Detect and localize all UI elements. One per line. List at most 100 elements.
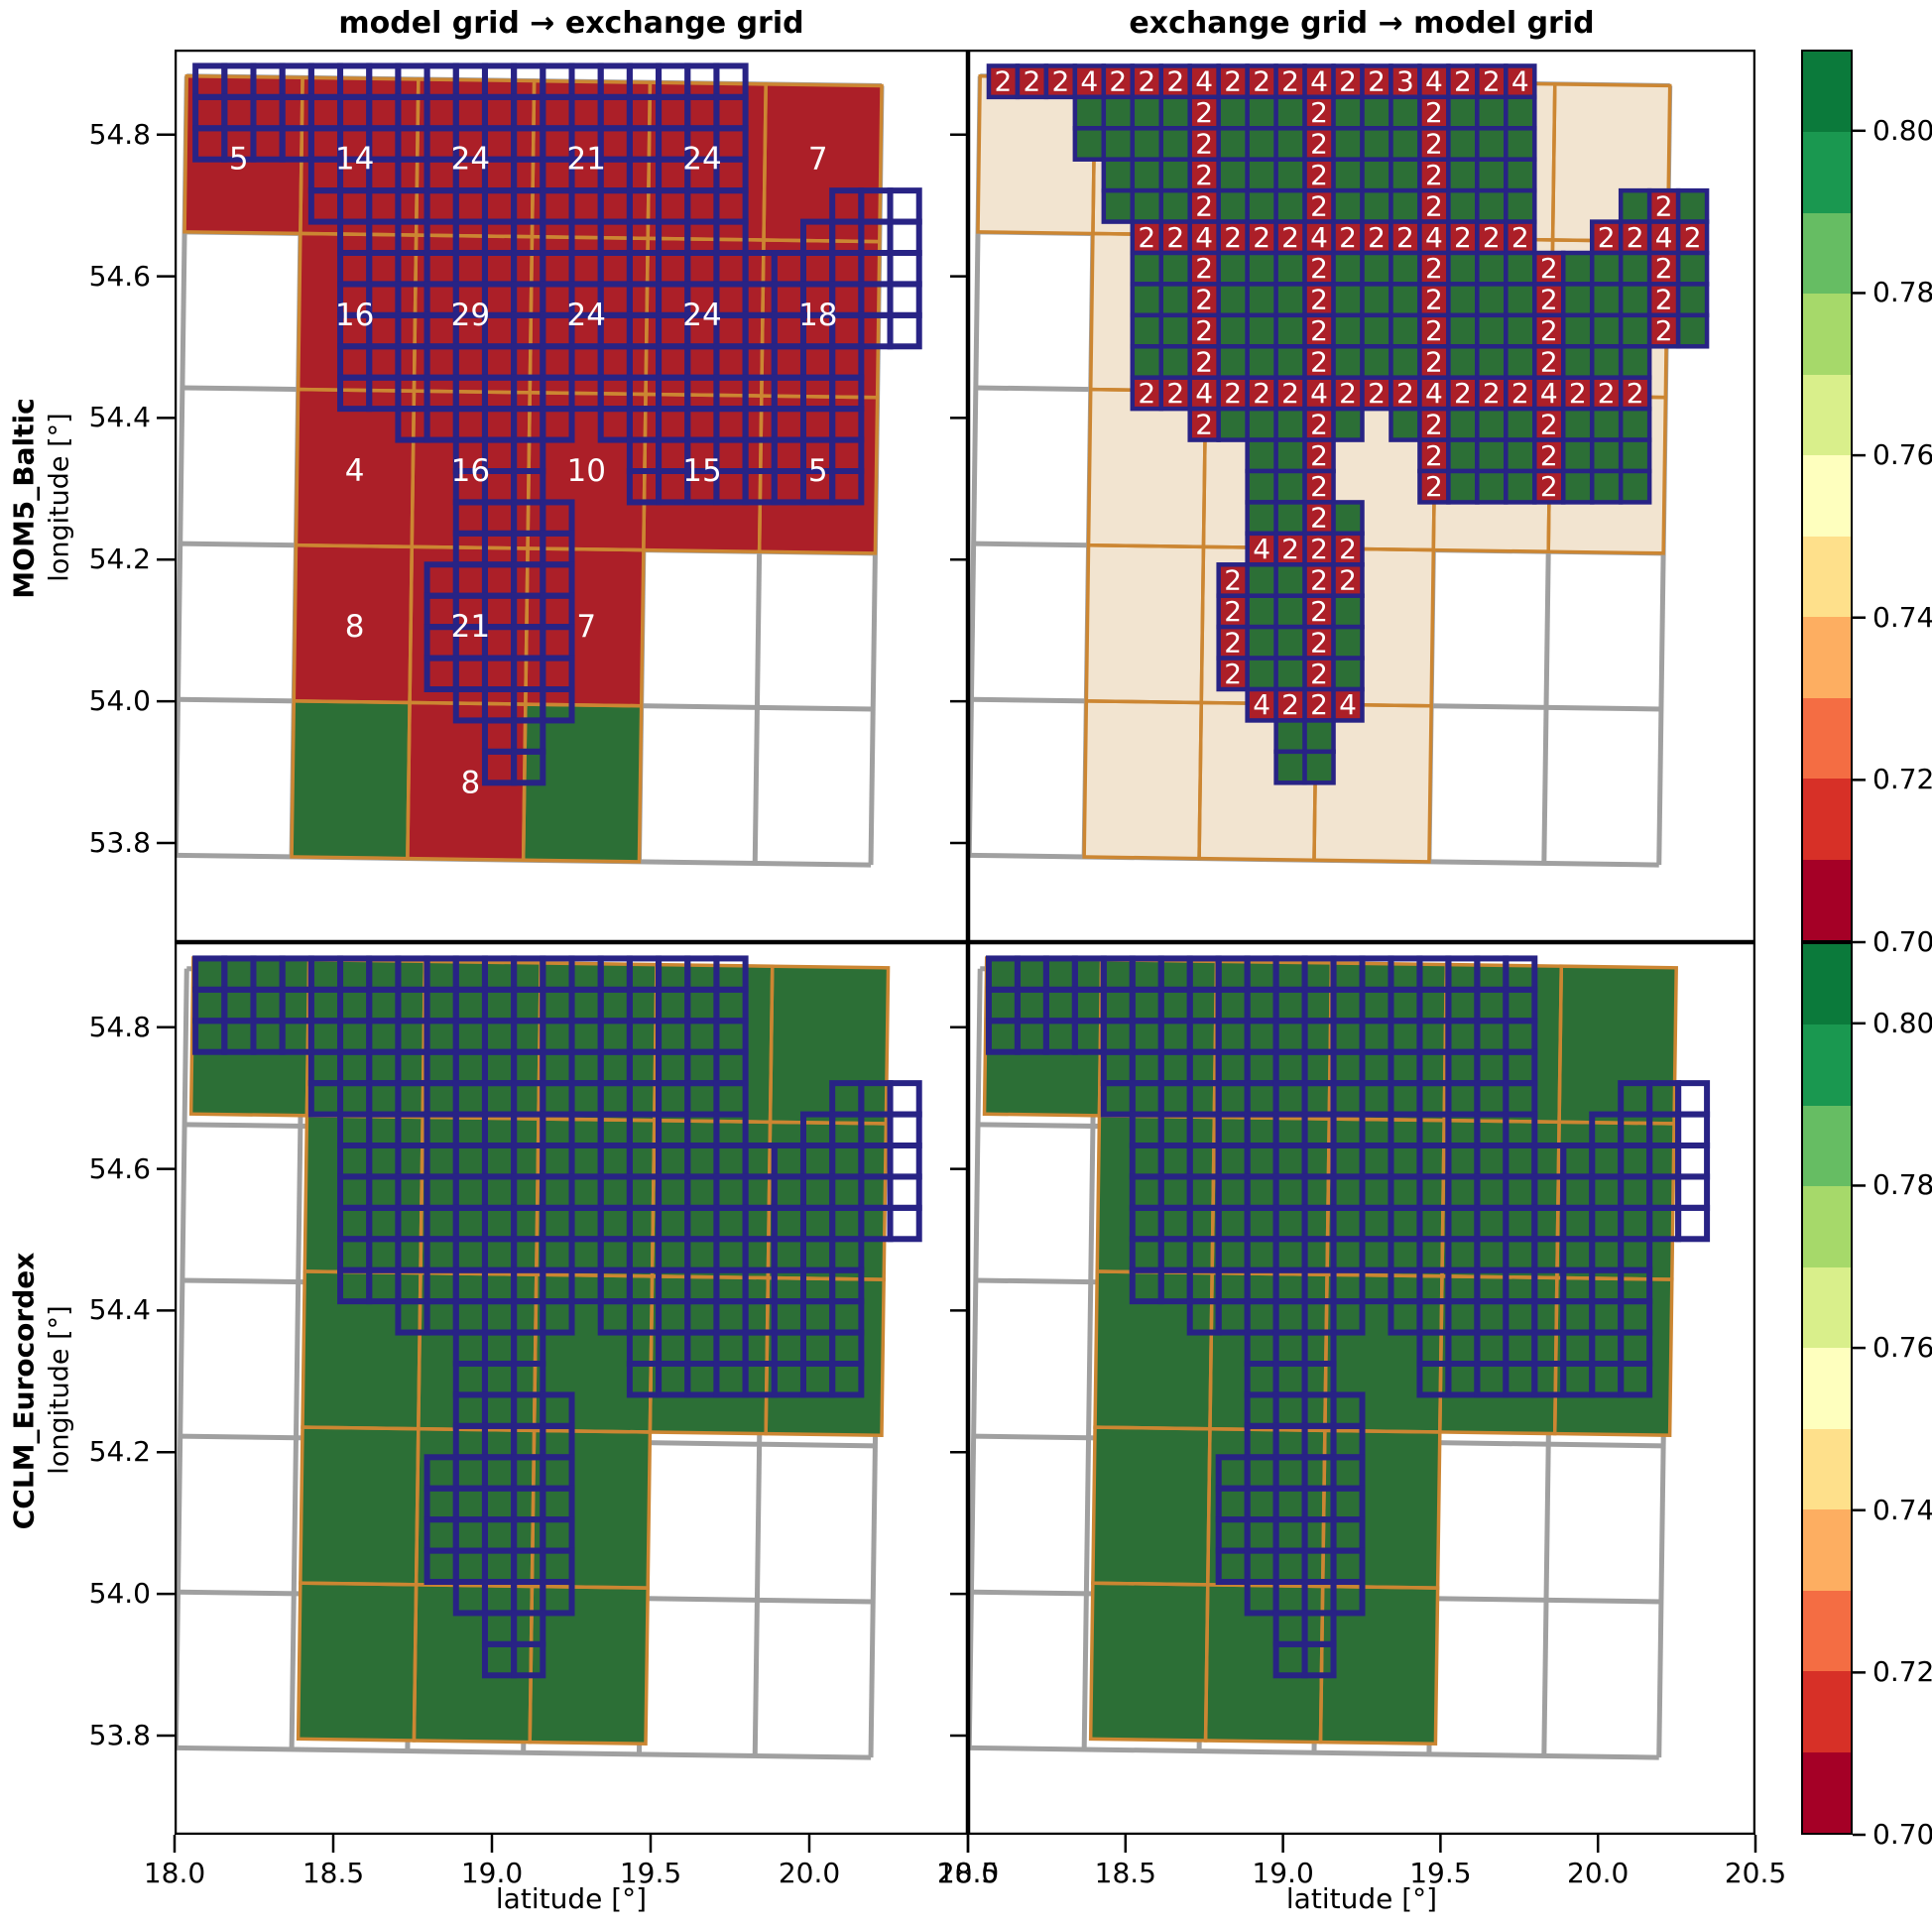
colorbar-tick-label: 0.78 — [1872, 1168, 1932, 1202]
svg-text:2: 2 — [995, 65, 1013, 98]
colorbar-segment — [1803, 1751, 1851, 1833]
panel-title-left: model grid → exchange grid — [338, 6, 804, 41]
svg-text:2: 2 — [1281, 688, 1299, 721]
exchange-grid-cells — [192, 62, 922, 786]
svg-text:29: 29 — [451, 298, 490, 333]
x-tick-label: 18.5 — [1094, 1857, 1156, 1889]
svg-text:4: 4 — [1253, 533, 1270, 565]
model-cells — [184, 75, 883, 862]
svg-text:2: 2 — [1195, 252, 1213, 285]
colorbar-segment — [1803, 52, 1851, 133]
svg-text:2: 2 — [1627, 377, 1644, 410]
colorbar-segment — [1803, 1105, 1851, 1187]
svg-text:2: 2 — [1425, 159, 1443, 191]
svg-text:4: 4 — [1425, 221, 1443, 254]
y-tick-label: 54.0 — [88, 1577, 151, 1611]
svg-text:2: 2 — [1368, 65, 1386, 98]
model-grid-layer — [175, 956, 891, 1760]
y-tick-label: 54.6 — [88, 1151, 151, 1185]
x-tick-label: 19.5 — [619, 1857, 682, 1889]
svg-text:2: 2 — [1454, 377, 1472, 410]
svg-text:24: 24 — [451, 142, 490, 178]
svg-text:2: 2 — [1483, 65, 1501, 98]
colorbar-segment — [1803, 859, 1851, 940]
colorbar-segment — [1803, 697, 1851, 780]
x-tick-label: 18.0 — [143, 1857, 206, 1889]
y-axis-label-top: longitude [°] — [44, 413, 75, 582]
svg-text:10: 10 — [566, 453, 605, 489]
svg-text:2: 2 — [1310, 595, 1328, 628]
svg-text:2: 2 — [1224, 626, 1242, 659]
model-grid-layer — [968, 956, 1678, 1760]
colorbar-tick-label: 0.80 — [1872, 113, 1932, 147]
svg-text:24: 24 — [682, 298, 721, 333]
svg-text:2: 2 — [1540, 470, 1558, 503]
y-axis-label-bottom: longitude [°] — [44, 1305, 75, 1475]
svg-text:2: 2 — [1425, 128, 1443, 161]
svg-text:2: 2 — [1310, 564, 1328, 597]
svg-text:14: 14 — [335, 142, 374, 178]
svg-text:2: 2 — [1425, 284, 1443, 316]
svg-text:2: 2 — [1339, 564, 1357, 597]
svg-text:2: 2 — [1598, 221, 1616, 254]
svg-text:2: 2 — [1310, 688, 1328, 721]
svg-text:2: 2 — [1166, 377, 1184, 410]
svg-text:21: 21 — [451, 609, 490, 645]
colorbar-tick-label: 0.70 — [1872, 1818, 1932, 1851]
svg-text:2: 2 — [1511, 377, 1529, 410]
svg-text:16: 16 — [451, 453, 490, 489]
exchange-grid-cells — [985, 955, 1711, 1679]
x-tick-label: 19.5 — [1409, 1857, 1472, 1889]
svg-text:2: 2 — [1253, 221, 1270, 254]
svg-text:2: 2 — [1195, 189, 1213, 222]
svg-text:4: 4 — [1310, 377, 1328, 410]
svg-text:8: 8 — [345, 609, 365, 645]
y-tick-label: 54.2 — [88, 1435, 151, 1469]
colorbar-bottom — [1801, 942, 1853, 1835]
x-tick-label: 18.5 — [302, 1857, 365, 1889]
colorbar-segment — [1803, 617, 1851, 698]
colorbar-tick-label: 0.78 — [1872, 276, 1932, 309]
svg-text:2: 2 — [1483, 221, 1501, 254]
svg-text:2: 2 — [1310, 408, 1328, 440]
svg-text:2: 2 — [1195, 159, 1213, 191]
colorbar-tick-label: 0.70 — [1872, 925, 1932, 958]
svg-text:2: 2 — [1655, 284, 1673, 316]
x-tick-label: 19.0 — [1252, 1857, 1314, 1889]
svg-text:2: 2 — [1310, 314, 1328, 347]
svg-text:2: 2 — [1310, 533, 1328, 565]
x-axis-label-right: latitude [°] — [1285, 1882, 1438, 1915]
svg-text:2: 2 — [1425, 96, 1443, 129]
svg-text:2: 2 — [1368, 221, 1386, 254]
svg-text:4: 4 — [1425, 65, 1443, 98]
svg-text:2: 2 — [1655, 314, 1673, 347]
svg-text:2: 2 — [1540, 439, 1558, 472]
colorbar-segment — [1803, 1590, 1851, 1672]
svg-text:2: 2 — [1051, 65, 1069, 98]
panel-title-right: exchange grid → model grid — [1129, 6, 1595, 41]
svg-text:2: 2 — [1425, 439, 1443, 472]
svg-text:2: 2 — [1310, 252, 1328, 285]
colorbar-tick-label: 0.72 — [1872, 763, 1932, 796]
svg-text:2: 2 — [1310, 128, 1328, 161]
svg-text:2: 2 — [1454, 221, 1472, 254]
panel-border — [174, 941, 969, 1836]
svg-text:2: 2 — [1310, 159, 1328, 191]
svg-text:2: 2 — [1310, 284, 1328, 316]
svg-text:2: 2 — [1023, 65, 1040, 98]
svg-text:2: 2 — [1368, 377, 1386, 410]
colorbar-tick-label: 0.76 — [1872, 438, 1932, 472]
colorbar-segment — [1803, 1428, 1851, 1510]
colorbar-segment — [1803, 1266, 1851, 1349]
model-grid-layer — [175, 73, 885, 868]
svg-text:4: 4 — [1511, 65, 1529, 98]
svg-text:2: 2 — [1195, 314, 1213, 347]
svg-text:2: 2 — [1540, 408, 1558, 440]
panel-top-left-model-to-exchange: 5 14 24 21 24 7 16 29 24 24 18 4 16 10 15 5 8 21 7 8 — [174, 49, 969, 946]
svg-text:4: 4 — [345, 453, 365, 489]
colorbar-segment — [1803, 1671, 1851, 1752]
colorbar-segment — [1803, 1348, 1851, 1429]
svg-text:2: 2 — [1339, 65, 1357, 98]
